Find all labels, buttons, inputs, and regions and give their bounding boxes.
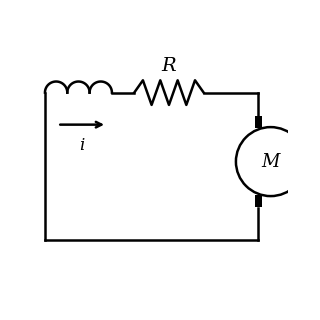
Bar — [254, 195, 262, 207]
Bar — [254, 116, 262, 128]
Text: M: M — [261, 153, 280, 171]
Text: i: i — [79, 137, 85, 154]
Text: R: R — [162, 57, 176, 75]
